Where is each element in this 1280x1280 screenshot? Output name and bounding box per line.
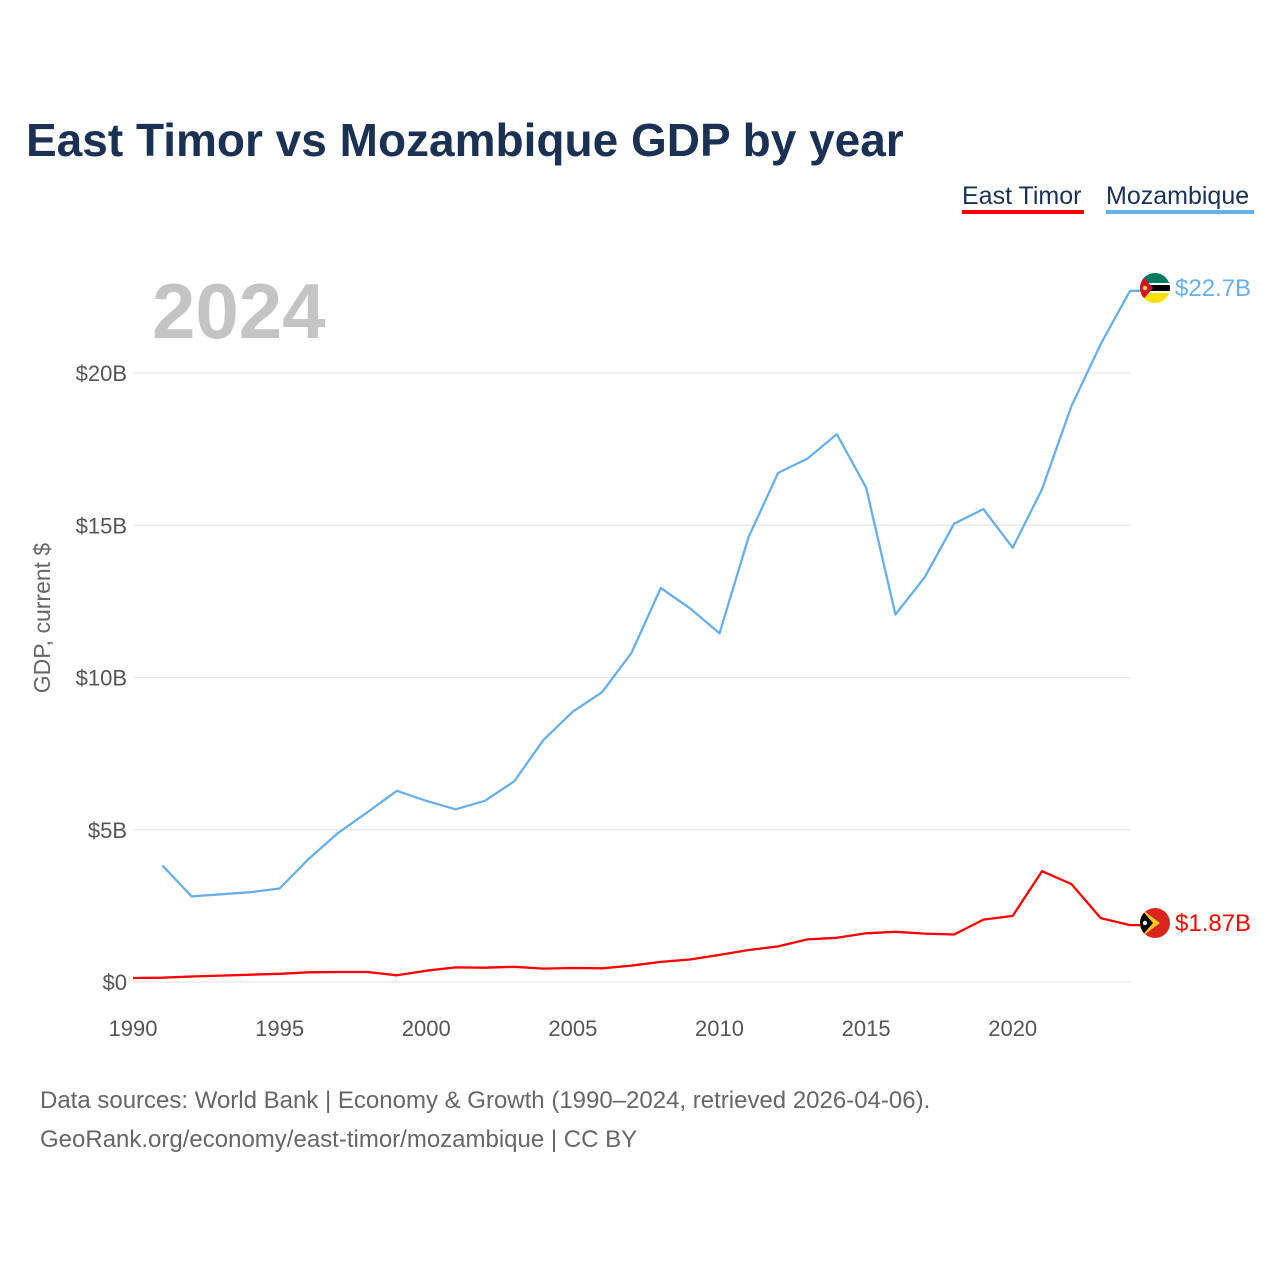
east-timor-flag [1140,908,1170,938]
source-line-1: Data sources: World Bank | Economy & Gro… [40,1087,930,1114]
x-tick-label: 1990 [109,1016,158,1041]
x-tick-label: 2000 [402,1016,451,1041]
x-axis-ticks: 1990 1995 2000 2005 2010 2015 2020 [109,1016,1038,1041]
current-year-watermark: 2024 [152,267,326,355]
legend-label-mozambique[interactable]: Mozambique [1106,182,1249,210]
y-tick-label: $20B [76,361,127,386]
x-tick-label: 2020 [988,1016,1037,1041]
series-line-mozambique[interactable] [161,289,1140,898]
y-tick-label: $0 [103,970,127,995]
y-axis-ticks: $0 $5B $10B $15B $20B [76,361,127,995]
legend-swatch-mozambique [1106,210,1254,214]
legend-swatch-east-timor [962,210,1084,214]
y-tick-label: $10B [76,666,127,691]
series-lines [132,289,1140,980]
end-label-mozambique: $22.7B [1175,275,1251,302]
mozambique-flag [1140,273,1170,303]
x-tick-label: 2015 [842,1016,891,1041]
y-tick-label: $5B [88,818,127,843]
end-label-east-timor: $1.87B [1175,910,1251,937]
x-tick-label: 2005 [548,1016,597,1041]
x-tick-label: 2010 [695,1016,744,1041]
y-axis-label: GDP, current $ [29,543,55,694]
gridlines [133,372,1130,983]
series-line-east-timor[interactable] [132,870,1140,980]
chart-title: East Timor vs Mozambique GDP by year [26,114,904,166]
legend: East Timor Mozambique [962,182,1254,214]
x-tick-label: 1995 [255,1016,304,1041]
source-line-2[interactable]: GeoRank.org/economy/east-timor/mozambiqu… [40,1126,637,1153]
y-tick-label: $15B [76,513,127,538]
legend-label-east-timor[interactable]: East Timor [962,182,1081,210]
